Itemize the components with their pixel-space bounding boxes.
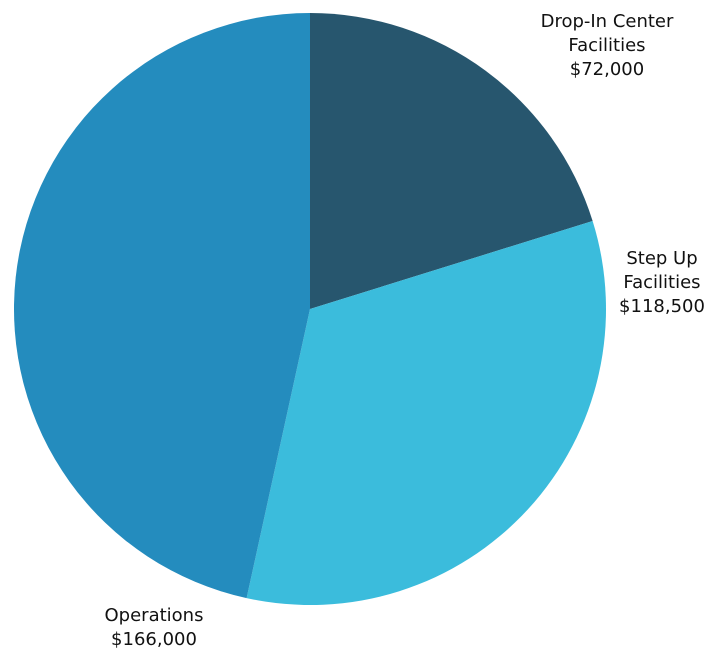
slice-label-0-line-2: $72,000 <box>570 59 644 80</box>
slice-label-0: Drop-In Center Facilities $72,000 <box>541 11 674 80</box>
slice-label-2-line-0: Operations <box>105 605 204 626</box>
pie-slice-2 <box>13 12 311 599</box>
slices-layer <box>13 12 607 606</box>
slice-label-1: Step Up Facilities $118,500 <box>619 248 705 317</box>
labels-layer: Drop-In Center Facilities $72,000 Step Up Fa… <box>105 11 705 650</box>
slice-label-1-line-2: $118,500 <box>619 296 705 317</box>
slice-label-1-line-1: Facilities <box>623 272 700 293</box>
slice-label-2: Operations $166,000 <box>105 605 204 650</box>
pie-slice-0 <box>310 13 593 309</box>
pie-slice-1 <box>246 221 607 606</box>
slice-label-0-line-1: Facilities <box>568 35 645 56</box>
slice-label-0-line-0: Drop-In Center <box>541 11 674 32</box>
slice-label-1-line-0: Step Up <box>626 248 697 269</box>
slice-label-2-line-1: $166,000 <box>111 629 197 650</box>
